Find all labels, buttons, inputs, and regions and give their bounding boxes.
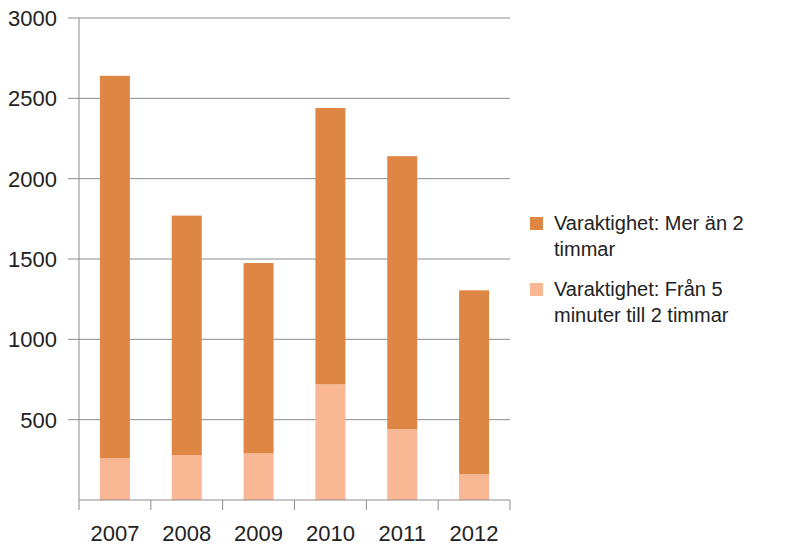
legend-swatch — [530, 217, 543, 230]
x-tick — [79, 500, 80, 510]
x-tick-label: 2008 — [162, 521, 211, 546]
bar-segment — [100, 458, 130, 500]
grid-line — [68, 259, 510, 260]
y-tick-label: 1000 — [8, 327, 57, 352]
legend-label: Varaktighet: Från 5 minuter till 2 timma… — [554, 278, 728, 326]
x-tick-label: 2011 — [379, 521, 426, 546]
y-tick-label: 3000 — [8, 6, 57, 31]
chart: 500 1000 1500 2000 2500 3000 2007 2008 2009 2010 2… — [0, 0, 787, 554]
bar-segment — [459, 290, 489, 474]
bar-segment — [387, 429, 417, 500]
y-axis-line — [79, 18, 80, 500]
grid-line — [68, 178, 510, 179]
legend-item: Varaktighet: Mer än 2 timmar — [530, 210, 780, 262]
grid-line — [68, 98, 510, 99]
x-tick-label: 2010 — [306, 521, 355, 546]
legend: Varaktighet: Mer än 2 timmar Varaktighet:… — [530, 210, 780, 342]
bar-segment — [172, 455, 202, 500]
grid-line — [68, 339, 510, 340]
bar-segment — [244, 263, 274, 453]
x-tick-label: 2009 — [234, 521, 283, 546]
y-tick-label: 2000 — [8, 167, 57, 192]
x-tick — [150, 500, 151, 510]
bar-segment — [315, 108, 345, 384]
y-tick-label: 2500 — [8, 86, 57, 111]
legend-label: Varaktighet: Mer än 2 timmar — [554, 212, 744, 260]
bar-segment — [387, 156, 417, 429]
bar-segment — [172, 216, 202, 455]
bar-segment — [244, 453, 274, 500]
y-tick-label: 1500 — [8, 247, 57, 272]
legend-swatch — [530, 283, 543, 296]
grid-line — [68, 18, 510, 19]
bar-segment — [459, 474, 489, 500]
x-tick-label: 2007 — [90, 521, 139, 546]
x-tick — [366, 500, 367, 510]
x-tick — [222, 500, 223, 510]
y-tick-label: 500 — [20, 408, 57, 433]
grid-line — [68, 419, 510, 420]
legend-item: Varaktighet: Från 5 minuter till 2 timma… — [530, 276, 780, 328]
x-tick-label: 2012 — [450, 521, 499, 546]
bar-segment — [100, 76, 130, 458]
x-tick — [510, 500, 511, 510]
x-tick — [438, 500, 439, 510]
bar-segment — [315, 384, 345, 500]
x-tick — [294, 500, 295, 510]
bars — [100, 76, 489, 500]
